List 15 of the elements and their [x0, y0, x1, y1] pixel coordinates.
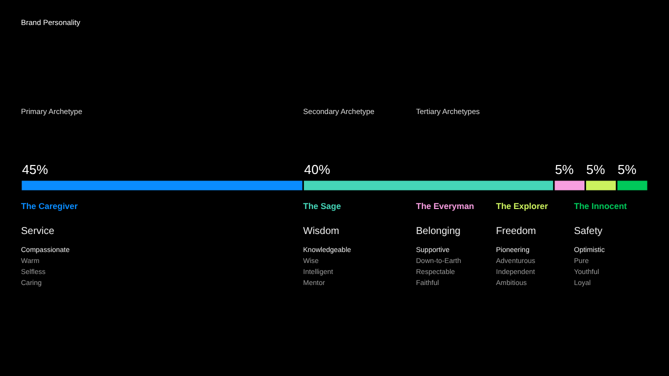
data-label: 5%: [618, 162, 637, 177]
data-label: 5%: [554, 162, 574, 177]
text: Wisdom: [303, 226, 340, 237]
text: Safety: [574, 226, 602, 237]
series-label: The Caregiver: [21, 201, 78, 211]
series-label: The Innocent: [574, 201, 628, 211]
text: The Explorer: [496, 201, 549, 211]
text: The Everyman: [416, 201, 474, 211]
text: Freedom: [496, 226, 536, 237]
data-label: 40%: [304, 162, 331, 177]
data-label: 5%: [586, 162, 606, 177]
text: Belonging: [416, 226, 460, 237]
series-label: The Sage: [303, 201, 342, 211]
data-label: 45%: [22, 162, 48, 177]
text: Service: [21, 226, 55, 237]
